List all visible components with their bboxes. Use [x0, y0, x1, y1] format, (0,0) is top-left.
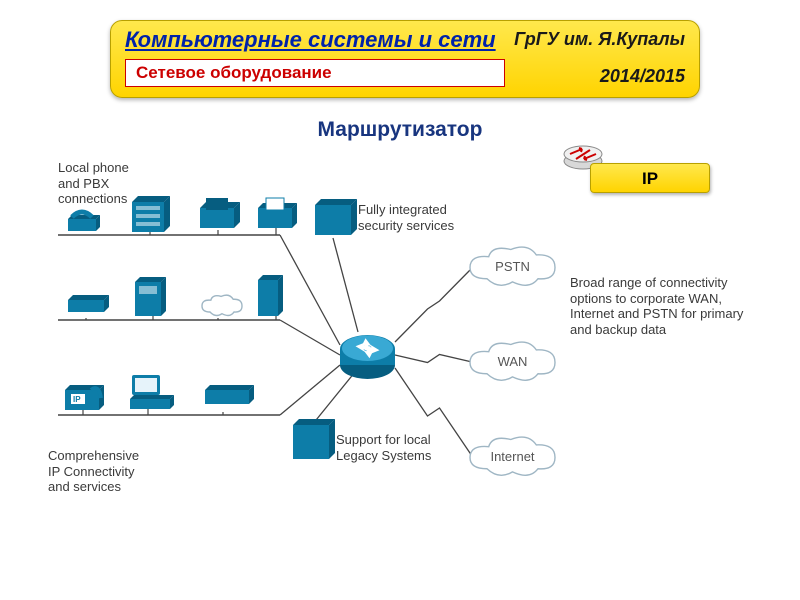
slide-header: Компьютерные системы и сети ГрГУ им. Я.К…	[110, 20, 700, 98]
svg-text:PSTN: PSTN	[495, 259, 530, 274]
diagram-label-security: Fully integrated security services	[358, 202, 454, 233]
svg-text:WAN: WAN	[498, 354, 528, 369]
header-subtitle: Сетевое оборудование	[125, 59, 505, 87]
svg-text:IP: IP	[73, 395, 81, 404]
diagram-label-legacy: Support for local Legacy Systems	[336, 432, 431, 463]
network-diagram: IP PSTN WAN Internet Local phone and PBX co…	[40, 160, 760, 540]
diagram-label-broad: Broad range of connectivity options to c…	[570, 275, 743, 337]
svg-text:Internet: Internet	[490, 449, 534, 464]
diagram-label-local_phone: Local phone and PBX connections	[58, 160, 129, 207]
header-title: Компьютерные системы и сети	[125, 27, 496, 53]
header-university: ГрГУ им. Я.Купалы	[514, 29, 685, 50]
header-year: 2014/2015	[600, 66, 685, 87]
section-title: Маршрутизатор	[0, 118, 800, 142]
diagram-label-comprehensive: Comprehensive IP Connectivity and servic…	[48, 448, 139, 495]
